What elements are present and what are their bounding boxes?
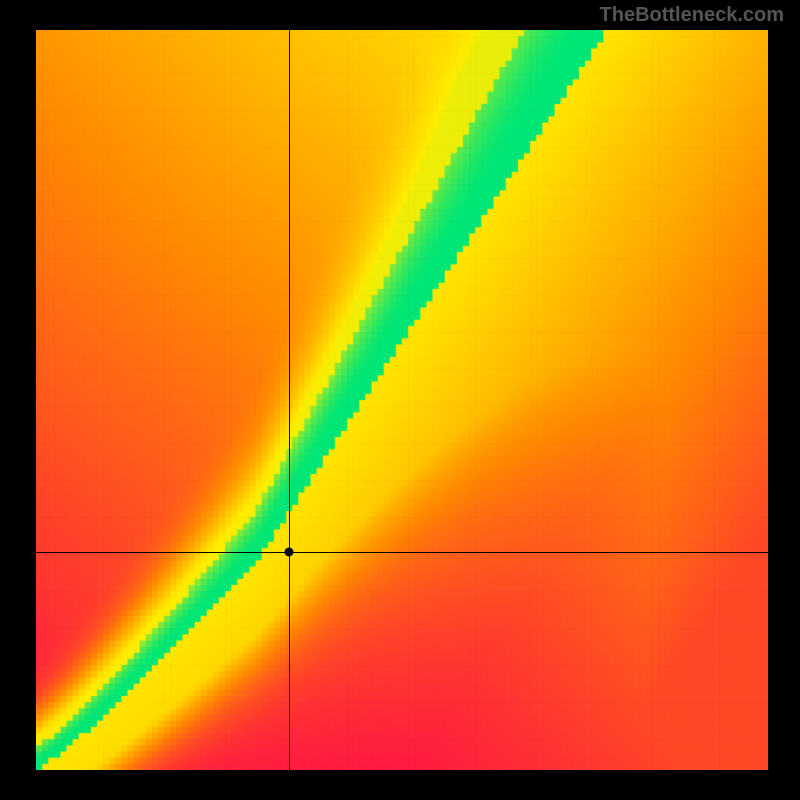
- crosshair-marker-dot: [284, 547, 293, 556]
- heatmap-plot-area: [36, 30, 768, 770]
- crosshair-vertical: [289, 30, 290, 770]
- attribution-text: TheBottleneck.com: [600, 4, 784, 27]
- chart-container: TheBottleneck.com: [0, 0, 800, 800]
- heatmap-canvas: [36, 30, 768, 770]
- crosshair-horizontal: [36, 552, 768, 553]
